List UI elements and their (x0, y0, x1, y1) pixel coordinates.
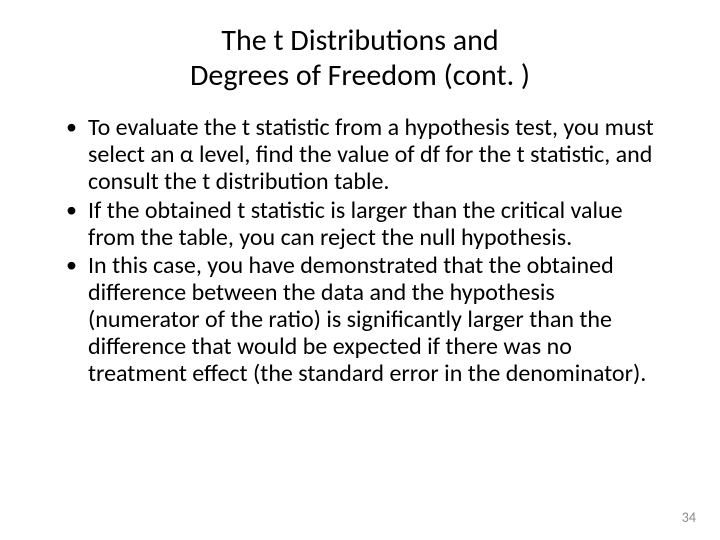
slide: The t Distributions and Degrees of Freed… (0, 0, 720, 540)
bullet-text: If the obtained t statistic is larger th… (88, 196, 623, 252)
title-line-2: Degrees of Freedom (cont. ) (190, 57, 530, 94)
page-number: 34 (682, 509, 696, 526)
slide-title: The t Distributions and Degrees of Freed… (60, 24, 660, 93)
bullet-list: To evaluate the t statistic from a hypot… (60, 115, 660, 388)
bullet-item: If the obtained t statistic is larger th… (60, 198, 660, 252)
bullet-item: In this case, you have demonstrated that… (60, 253, 660, 387)
bullet-item: To evaluate the t statistic from a hypot… (60, 115, 660, 196)
title-line-1: The t Distributions and (221, 22, 498, 59)
bullet-text: To evaluate the t statistic from a hypot… (88, 113, 654, 196)
bullet-text: In this case, you have demonstrated that… (88, 251, 646, 388)
slide-body: To evaluate the t statistic from a hypot… (60, 115, 660, 388)
